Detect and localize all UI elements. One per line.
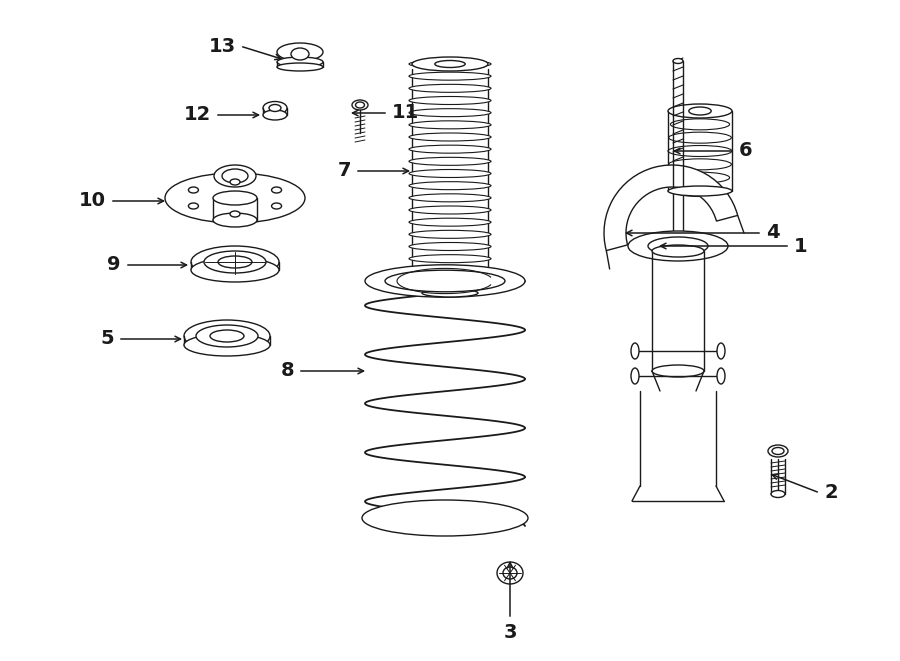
Ellipse shape [218,256,252,268]
Ellipse shape [184,334,270,356]
Ellipse shape [412,57,488,71]
Ellipse shape [673,186,727,196]
Ellipse shape [409,72,491,80]
Ellipse shape [409,243,491,251]
Text: 2: 2 [824,483,838,502]
Ellipse shape [409,279,491,287]
Ellipse shape [263,102,287,114]
Ellipse shape [631,343,639,359]
Ellipse shape [191,246,279,278]
Ellipse shape [204,251,266,273]
Ellipse shape [670,172,730,183]
Ellipse shape [214,165,256,187]
Text: 10: 10 [79,192,106,210]
Ellipse shape [669,159,732,170]
Ellipse shape [188,187,198,193]
Ellipse shape [409,182,491,190]
Ellipse shape [356,102,364,108]
Text: 6: 6 [739,141,752,161]
Ellipse shape [409,206,491,214]
Text: 3: 3 [503,623,517,642]
Ellipse shape [652,365,704,377]
Ellipse shape [652,245,704,257]
Ellipse shape [230,179,240,185]
Ellipse shape [263,110,287,120]
Text: 7: 7 [338,161,351,180]
Text: 4: 4 [766,223,779,243]
Ellipse shape [165,173,305,223]
Text: 1: 1 [794,237,807,256]
Ellipse shape [277,43,323,61]
Ellipse shape [277,57,323,67]
Ellipse shape [291,48,309,60]
Ellipse shape [435,61,465,67]
Ellipse shape [668,186,732,196]
Ellipse shape [409,108,491,117]
Ellipse shape [673,59,683,63]
Ellipse shape [673,106,727,116]
Ellipse shape [409,133,491,141]
Ellipse shape [668,104,732,118]
Text: 5: 5 [101,329,114,348]
Ellipse shape [669,132,732,143]
Ellipse shape [422,289,478,297]
Ellipse shape [409,267,491,275]
Ellipse shape [409,169,491,178]
Ellipse shape [409,194,491,202]
Ellipse shape [196,325,258,347]
Ellipse shape [272,203,282,209]
Ellipse shape [409,230,491,239]
Ellipse shape [772,447,784,455]
Ellipse shape [409,218,491,226]
Ellipse shape [385,270,505,292]
Text: 9: 9 [107,256,121,274]
Ellipse shape [409,60,491,68]
Ellipse shape [269,104,281,112]
Ellipse shape [768,445,788,457]
Ellipse shape [222,169,248,183]
Ellipse shape [409,157,491,165]
Text: 8: 8 [281,362,294,381]
Text: 13: 13 [209,36,236,56]
Ellipse shape [668,145,732,157]
Ellipse shape [771,490,785,498]
Ellipse shape [688,107,711,115]
Ellipse shape [213,191,257,205]
Ellipse shape [409,85,491,93]
Ellipse shape [409,145,491,153]
Ellipse shape [648,237,708,255]
Ellipse shape [717,368,725,384]
Wedge shape [604,165,738,251]
Ellipse shape [362,500,528,536]
Ellipse shape [717,343,725,359]
Text: 12: 12 [184,106,211,124]
Ellipse shape [352,100,368,110]
Ellipse shape [631,368,639,384]
Ellipse shape [497,562,523,584]
Ellipse shape [409,254,491,262]
Bar [422,275,478,293]
Ellipse shape [230,211,240,217]
Ellipse shape [409,121,491,129]
Ellipse shape [409,97,491,104]
Ellipse shape [191,258,279,282]
Ellipse shape [670,119,730,130]
Ellipse shape [210,330,244,342]
Ellipse shape [628,231,728,261]
Ellipse shape [213,213,257,227]
Ellipse shape [272,187,282,193]
Ellipse shape [188,203,198,209]
Ellipse shape [503,567,517,579]
Ellipse shape [184,320,270,352]
Ellipse shape [365,265,525,297]
Text: 11: 11 [392,104,419,122]
Ellipse shape [277,63,323,71]
